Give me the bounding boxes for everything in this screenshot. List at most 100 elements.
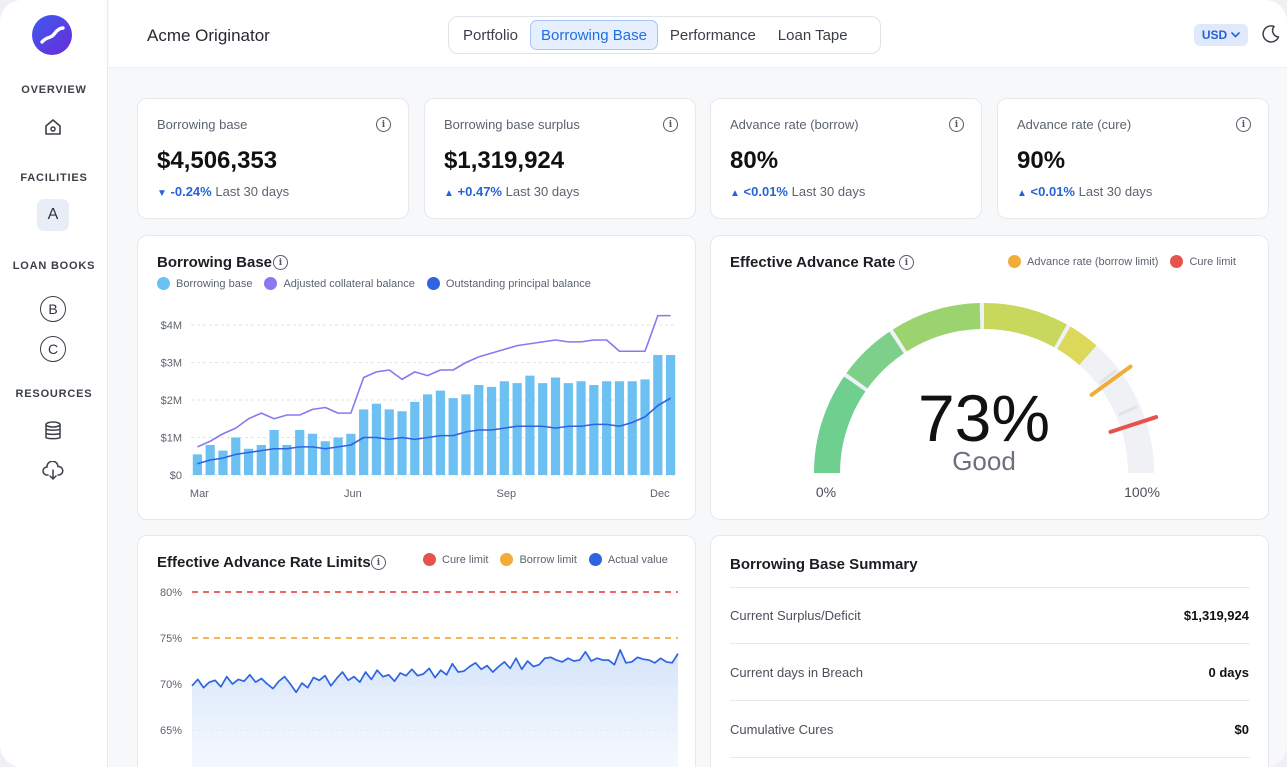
- bar: [653, 355, 663, 475]
- advance-rate-gauge: 73%Good 0% 100%: [814, 303, 1160, 500]
- bar: [525, 375, 535, 475]
- divider: [730, 643, 1250, 644]
- divider: [730, 700, 1250, 701]
- legend-item[interactable]: Borrowing base: [157, 277, 252, 290]
- advance-rate-limits-chart-card: Effective Advance Rate Limits i Cure lim…: [137, 535, 696, 767]
- bar: [346, 433, 356, 475]
- kpi-card-borrowing-base: Borrowing base i $4,506,353 ▼ -0.24% Las…: [137, 98, 409, 219]
- effective-advance-rate-card: Effective Advance Rate i Advance rate (b…: [710, 235, 1269, 520]
- legend-item[interactable]: Borrow limit: [500, 553, 577, 566]
- bar: [307, 433, 318, 475]
- bar: [320, 441, 330, 475]
- organization-name: Acme Originator: [147, 26, 270, 45]
- summary-row-value: $1,319,924: [1183, 608, 1249, 623]
- sidebar-item-book-c[interactable]: C: [40, 336, 66, 362]
- currency-select[interactable]: USD: [1194, 24, 1248, 46]
- legend-item[interactable]: Cure limit: [1170, 255, 1236, 268]
- summary-row-value: $0: [1234, 722, 1249, 737]
- gauge-legend: Advance rate (borrow limit) Cure limit: [1008, 255, 1236, 268]
- info-icon[interactable]: i: [949, 117, 964, 132]
- advance-rate-limits-chart: 80% 75% 70% 65%: [160, 587, 679, 767]
- app-logo[interactable]: [32, 15, 72, 55]
- sidebar-section-facilities: FACILITIES: [20, 172, 88, 184]
- tab-portfolio[interactable]: Portfolio: [463, 26, 519, 44]
- legend-item[interactable]: Cure limit: [423, 553, 488, 566]
- bar: [410, 401, 420, 475]
- tab-borrowing-base[interactable]: Borrowing Base: [530, 20, 658, 50]
- divider: [730, 587, 1250, 588]
- home-icon[interactable]: [40, 114, 66, 140]
- top-bar: Acme Originator Portfolio Borrowing Base…: [109, 0, 1287, 68]
- gauge-track-tick: [1099, 369, 1117, 385]
- tab-performance[interactable]: Performance: [669, 26, 756, 44]
- chart-legend: Cure limit Borrow limit Actual value: [423, 553, 668, 566]
- legend-item[interactable]: Outstanding principal balance: [426, 277, 591, 290]
- bar: [576, 381, 586, 475]
- arrow-up-icon: ▲: [730, 188, 740, 199]
- bar: [359, 409, 369, 475]
- info-icon[interactable]: i: [376, 117, 391, 132]
- legend-item[interactable]: Adjusted collateral balance: [264, 277, 415, 290]
- info-icon[interactable]: i: [371, 555, 386, 570]
- bar: [371, 403, 382, 475]
- y-tick-label: 65%: [160, 725, 182, 737]
- chart-title: Effective Advance Rate: [730, 254, 896, 271]
- chevron-down-icon: [1231, 32, 1240, 38]
- kpi-card-borrowing-base-surplus: Borrowing base surplus i $1,319,924 ▲ +0…: [424, 98, 696, 219]
- gauge-min-label: 0%: [816, 484, 836, 500]
- kpi-change: ▼ -0.24% Last 30 days: [157, 184, 290, 199]
- legend-item[interactable]: Actual value: [588, 553, 668, 566]
- bar: [435, 390, 445, 475]
- info-icon[interactable]: i: [273, 255, 288, 270]
- x-tick-label: Mar: [190, 488, 209, 500]
- actual-value-line: [191, 649, 679, 694]
- bar: [563, 383, 573, 475]
- bar: [589, 385, 599, 475]
- borrow-limit-marker: [1089, 364, 1133, 397]
- dark-mode-toggle-icon[interactable]: [1261, 24, 1281, 44]
- divider: [730, 757, 1250, 758]
- y-tick-label: $1M: [161, 433, 182, 445]
- gauge-segment: [983, 303, 1067, 348]
- gauge-segment: [892, 303, 981, 352]
- tab-loan-tape[interactable]: Loan Tape: [777, 26, 848, 44]
- gauge-max-label: 100%: [1124, 484, 1160, 500]
- info-icon[interactable]: i: [899, 255, 914, 270]
- view-tabs: Portfolio Borrowing Base Performance Loa…: [448, 16, 881, 54]
- kpi-value: $1,319,924: [444, 147, 565, 174]
- kpi-card-advance-rate-borrow: Advance rate (borrow) i 80% ▲ <0.01% Las…: [710, 98, 982, 219]
- gauge-value: 73%: [918, 381, 1050, 455]
- bar: [602, 381, 612, 475]
- kpi-label: Advance rate (borrow): [730, 117, 859, 132]
- y-tick-label: $4M: [161, 320, 182, 332]
- bar: [627, 381, 637, 475]
- gauge-track-tick: [1118, 405, 1138, 416]
- borrowing-base-chart-card: Borrowing Base i Borrowing base Adjusted…: [137, 235, 696, 520]
- info-icon[interactable]: i: [663, 117, 678, 132]
- bar: [448, 398, 458, 475]
- info-icon[interactable]: i: [1236, 117, 1251, 132]
- summary-row-label: Current Surplus/Deficit: [730, 608, 861, 623]
- chart-legend: Borrowing base Adjusted collateral balan…: [157, 277, 603, 290]
- sidebar-item-book-b[interactable]: B: [40, 296, 66, 322]
- sidebar-item-facility-a[interactable]: A: [37, 199, 69, 231]
- bar: [256, 445, 266, 475]
- legend-item[interactable]: Advance rate (borrow limit): [1008, 255, 1158, 268]
- bar: [192, 454, 202, 475]
- borrowing-base-chart: $0 $1M $2M $3M $4M Mar Jun Sep Dec: [161, 314, 677, 500]
- arrow-up-icon: ▲: [1017, 188, 1027, 199]
- bar: [282, 445, 292, 475]
- summary-row-label: Current days in Breach: [730, 665, 863, 680]
- cloud-download-icon[interactable]: [40, 458, 66, 484]
- x-tick-label: Jun: [344, 488, 362, 500]
- cure-limit-marker: [1108, 415, 1159, 434]
- database-icon[interactable]: [40, 418, 66, 444]
- arrow-up-icon: ▲: [444, 188, 454, 199]
- bar: [384, 409, 394, 475]
- bar: [397, 411, 407, 475]
- bar: [550, 377, 561, 475]
- kpi-label: Borrowing base: [157, 117, 248, 132]
- chart-title: Effective Advance Rate Limits: [157, 554, 371, 571]
- y-tick-label: $0: [170, 470, 182, 482]
- kpi-label: Borrowing base surplus: [444, 117, 580, 132]
